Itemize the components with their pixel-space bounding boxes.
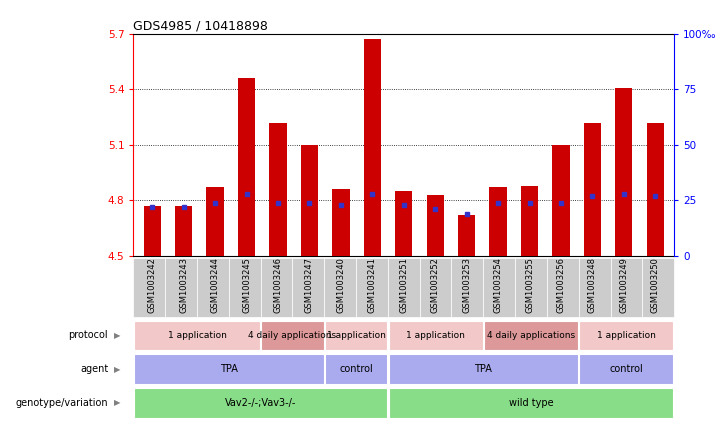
Bar xyxy=(270,123,287,256)
Bar xyxy=(458,215,475,256)
Text: ▶: ▶ xyxy=(114,398,121,407)
Bar xyxy=(238,78,255,256)
Bar xyxy=(206,187,224,256)
Bar xyxy=(521,186,538,256)
Text: Vav2-/-;Vav3-/-: Vav2-/-;Vav3-/- xyxy=(225,398,296,408)
Text: genotype/variation: genotype/variation xyxy=(16,398,108,408)
Text: agent: agent xyxy=(80,364,108,374)
Text: TPA: TPA xyxy=(220,364,238,374)
Text: ▶: ▶ xyxy=(114,365,121,374)
Text: protocol: protocol xyxy=(68,330,108,340)
Bar xyxy=(363,39,381,256)
Bar xyxy=(552,145,570,256)
Bar xyxy=(615,88,632,256)
Bar xyxy=(301,145,318,256)
Bar xyxy=(395,191,412,256)
Text: TPA: TPA xyxy=(474,364,492,374)
Text: 1 application: 1 application xyxy=(597,331,656,340)
Text: 4 daily applications: 4 daily applications xyxy=(487,331,575,340)
Bar xyxy=(143,206,161,256)
Bar xyxy=(584,123,601,256)
Bar xyxy=(427,195,444,256)
Text: control: control xyxy=(339,364,373,374)
Text: wild type: wild type xyxy=(509,398,553,408)
Text: 1 application: 1 application xyxy=(167,331,226,340)
Bar xyxy=(332,189,350,256)
Text: 1 application: 1 application xyxy=(327,331,386,340)
Text: 1 application: 1 application xyxy=(406,331,465,340)
Bar xyxy=(175,206,193,256)
Bar xyxy=(647,123,664,256)
Text: ▶: ▶ xyxy=(114,331,121,340)
Bar xyxy=(490,187,507,256)
Text: control: control xyxy=(609,364,643,374)
Text: GDS4985 / 10418898: GDS4985 / 10418898 xyxy=(133,20,268,33)
Text: 4 daily applications: 4 daily applications xyxy=(248,331,337,340)
